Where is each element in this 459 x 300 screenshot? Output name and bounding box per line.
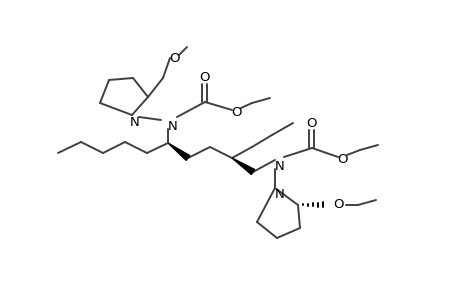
Text: N: N [168, 119, 178, 133]
Text: N: N [274, 188, 284, 202]
Text: O: O [337, 152, 347, 166]
Polygon shape [231, 158, 254, 175]
Polygon shape [168, 143, 190, 160]
Text: N: N [130, 116, 140, 128]
Text: O: O [306, 116, 317, 130]
Text: N: N [274, 160, 284, 172]
Text: O: O [199, 70, 210, 83]
Text: O: O [333, 199, 343, 212]
Text: O: O [231, 106, 242, 118]
Text: O: O [169, 52, 180, 64]
